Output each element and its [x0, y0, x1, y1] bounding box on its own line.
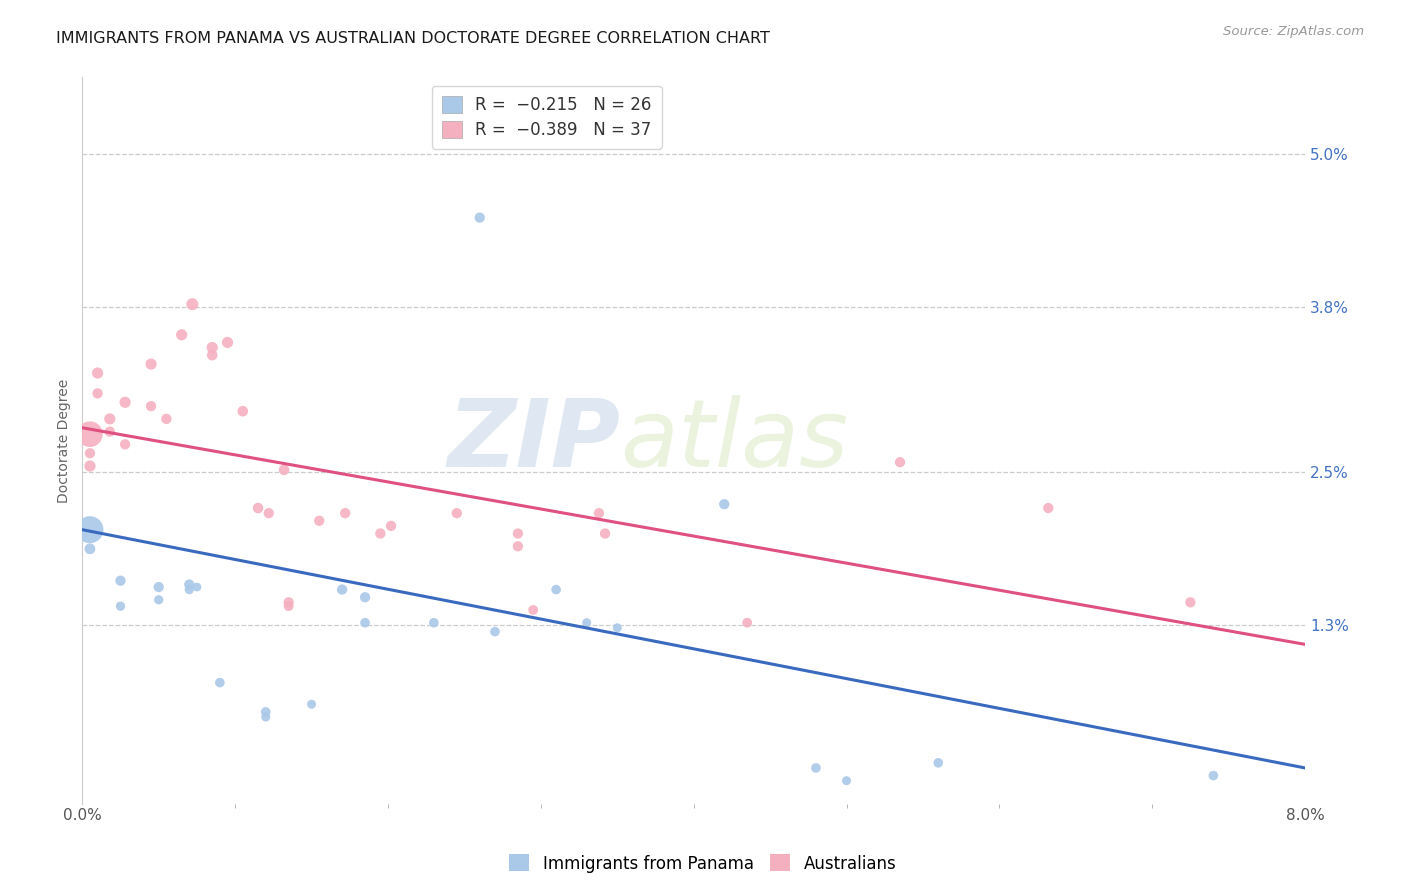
- Point: [301, 698, 323, 712]
- Point: [247, 501, 270, 516]
- Point: [606, 621, 628, 635]
- Point: [79, 446, 101, 460]
- Point: [575, 615, 598, 630]
- Point: [114, 395, 136, 409]
- Point: [179, 577, 201, 591]
- Point: [201, 341, 224, 355]
- Point: [446, 506, 468, 520]
- Point: [110, 574, 132, 588]
- Point: [114, 437, 136, 451]
- Legend: Immigrants from Panama, Australians: Immigrants from Panama, Australians: [503, 847, 903, 880]
- Point: [98, 412, 121, 426]
- Point: [181, 297, 204, 311]
- Point: [735, 615, 758, 630]
- Point: [1202, 768, 1225, 782]
- Point: [506, 526, 529, 541]
- Point: [179, 582, 201, 597]
- Point: [484, 624, 506, 639]
- Point: [593, 526, 616, 541]
- Point: [546, 582, 568, 597]
- Point: [254, 710, 277, 724]
- Point: [889, 455, 911, 469]
- Point: [1180, 595, 1202, 609]
- Point: [335, 506, 357, 520]
- Text: atlas: atlas: [620, 395, 849, 486]
- Point: [148, 580, 170, 594]
- Point: [110, 599, 132, 614]
- Point: [804, 761, 827, 775]
- Point: [277, 595, 299, 609]
- Point: [380, 519, 402, 533]
- Point: [423, 615, 446, 630]
- Point: [506, 539, 529, 553]
- Point: [522, 603, 544, 617]
- Point: [217, 335, 239, 350]
- Text: IMMIGRANTS FROM PANAMA VS AUSTRALIAN DOCTORATE DEGREE CORRELATION CHART: IMMIGRANTS FROM PANAMA VS AUSTRALIAN DOC…: [56, 31, 770, 46]
- Point: [139, 399, 162, 413]
- Point: [86, 366, 108, 380]
- Point: [588, 506, 610, 520]
- Point: [254, 705, 277, 719]
- Point: [468, 211, 491, 225]
- Point: [835, 773, 858, 788]
- Point: [201, 348, 224, 362]
- Point: [208, 675, 231, 690]
- Point: [79, 458, 101, 473]
- Point: [86, 386, 108, 401]
- Point: [232, 404, 254, 418]
- Y-axis label: Doctorate Degree: Doctorate Degree: [58, 378, 72, 503]
- Point: [98, 425, 121, 439]
- Point: [273, 463, 295, 477]
- Point: [79, 541, 101, 556]
- Point: [370, 526, 392, 541]
- Point: [713, 497, 735, 511]
- Point: [148, 592, 170, 607]
- Point: [354, 591, 377, 605]
- Legend: R =  −0.215   N = 26, R =  −0.389   N = 37: R = −0.215 N = 26, R = −0.389 N = 37: [432, 86, 662, 149]
- Point: [1038, 501, 1060, 516]
- Point: [79, 523, 101, 537]
- Point: [354, 615, 377, 630]
- Point: [79, 427, 101, 442]
- Point: [186, 580, 208, 594]
- Text: Source: ZipAtlas.com: Source: ZipAtlas.com: [1223, 25, 1364, 38]
- Point: [927, 756, 949, 770]
- Point: [155, 412, 177, 426]
- Point: [330, 582, 353, 597]
- Point: [257, 506, 280, 520]
- Text: ZIP: ZIP: [447, 394, 620, 486]
- Point: [139, 357, 162, 371]
- Point: [308, 514, 330, 528]
- Point: [277, 599, 299, 614]
- Point: [170, 327, 193, 342]
